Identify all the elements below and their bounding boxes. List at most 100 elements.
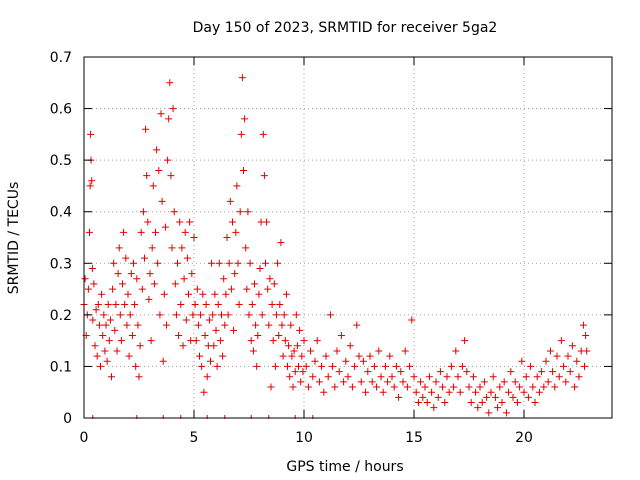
data-point [125,352,133,360]
data-point [146,270,154,278]
data-point [213,362,221,370]
data-point [423,399,431,407]
data-point [353,321,361,329]
data-point [190,234,198,241]
data-point [122,254,130,262]
data-point [174,259,181,267]
data-point [133,275,141,283]
data-point [560,362,568,370]
data-point [575,373,583,381]
data-point [197,311,205,319]
data-point [218,311,225,319]
data-point [99,331,107,339]
data-point [188,270,196,278]
data-point [198,362,206,370]
data-point [95,321,103,329]
data-point [450,383,458,391]
data-point [178,244,186,252]
data-point [81,275,89,283]
plot-border [83,56,613,419]
data-point [309,373,317,381]
data-point [320,388,328,396]
data-point [298,352,306,360]
data-point [110,259,118,267]
data-point [279,352,287,360]
data-point [538,368,546,376]
data-point [89,316,97,324]
data-point [571,383,579,391]
data-point [535,388,543,396]
data-point [139,208,147,216]
data-point [259,130,267,138]
x-tick-label: 15 [405,430,423,446]
data-point [340,378,348,386]
data-point [271,362,279,370]
data-point [529,383,537,391]
data-point [551,383,559,391]
data-point [116,311,124,319]
x-axis-label: GPS time / hours [286,459,403,475]
data-point [200,388,208,396]
data-point [193,285,201,293]
data-point [165,115,173,123]
data-point [145,295,153,303]
data-point [243,285,251,293]
data-point [268,301,276,309]
data-point [430,404,438,412]
data-point [263,218,271,226]
data-point [214,301,222,309]
data-point [248,301,256,309]
data-point [270,280,278,288]
data-point [143,172,151,180]
data-point [487,388,495,396]
data-point [241,115,249,123]
data-point [346,342,354,350]
data-point [500,378,508,386]
y-tick-label: 0.5 [50,153,72,169]
data-point [342,357,350,365]
data-point [351,362,359,370]
data-point [511,378,519,386]
data-point [302,362,310,370]
data-point [509,393,517,401]
data-point [136,342,144,350]
data-point [235,301,243,309]
data-point [375,347,383,355]
data-point [115,244,123,252]
data-point [318,362,326,370]
data-point [90,280,98,288]
data-point [277,239,285,247]
data-point [384,378,392,386]
data-point [246,259,254,267]
data-point [161,223,169,231]
x-tick-label: 0 [80,430,89,446]
data-point [138,285,146,293]
data-point [112,301,120,309]
data-point [169,105,177,113]
data-point [153,146,161,154]
data-point [542,357,550,365]
data-point [439,383,447,391]
data-point [280,311,288,319]
data-point [467,399,475,407]
data-point [144,218,152,226]
data-point [480,378,488,386]
data-point [390,383,398,391]
data-point [126,311,134,319]
data-point [113,347,121,355]
data-point [397,368,405,376]
data-point [520,388,528,396]
data-point [227,285,235,293]
data-point [307,347,315,355]
axis-ticks [83,56,612,419]
data-point [412,388,420,396]
data-point [465,383,473,391]
data-point [472,388,480,396]
data-point [266,275,274,283]
data-point [251,280,258,288]
data-point [432,378,440,386]
y-tick-label: 0.2 [50,308,72,324]
data-point [290,347,298,355]
data-point [152,228,159,236]
